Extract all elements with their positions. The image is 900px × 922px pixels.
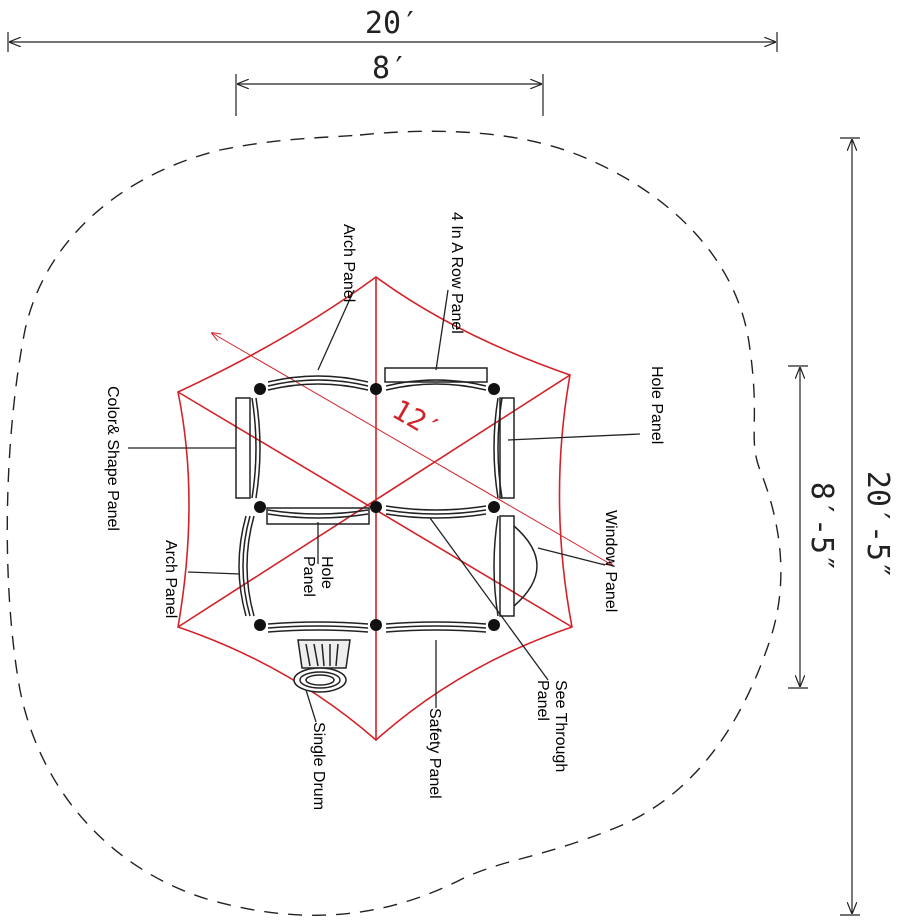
dimension-overall-width (7, 32, 778, 52)
hole-panel-right (493, 397, 515, 499)
label-see-through-panel: See Through Panel (534, 680, 569, 772)
four-in-a-row-panel (384, 367, 488, 391)
post (254, 501, 266, 513)
post (254, 619, 266, 631)
svg-text:See Through: See Through (552, 680, 569, 772)
post (254, 383, 266, 395)
label-window-panel: Window Panel (602, 510, 619, 612)
label-arch-panel-top: Arch Panel (340, 224, 357, 302)
label-color-shape-panel: Color& Shape Panel (104, 386, 121, 531)
label-four-in-a-row-panel: 4 In A Row Panel (448, 212, 465, 334)
component-labels: Arch Panel 4 In A Row Panel Hole Panel C… (104, 212, 665, 810)
post (488, 619, 500, 631)
posts (254, 383, 500, 631)
panels (235, 367, 538, 633)
label-safety-panel: Safety Panel (426, 708, 443, 799)
label-single-drum: Single Drum (310, 722, 327, 810)
single-drum-deck-panel (267, 621, 369, 633)
svg-text:Panel: Panel (534, 680, 551, 721)
shade-canopy (177, 276, 612, 742)
svg-text:Hole: Hole (318, 556, 335, 589)
hole-panel-center (266, 507, 370, 525)
post (370, 619, 382, 631)
label-arch-panel-left: Arch Panel (162, 540, 179, 618)
safety-panel (385, 621, 487, 633)
inner-width-label: 8′ (372, 51, 408, 86)
color-shape-panel (235, 397, 261, 499)
canopy-span-label: 12′ (387, 393, 447, 447)
window-panel (493, 515, 538, 617)
use-zone-boundary (6, 130, 782, 916)
overall-height-label: 20′-5″ (860, 471, 895, 579)
post (370, 383, 382, 395)
single-drum (293, 639, 351, 693)
post (488, 501, 500, 513)
post (370, 501, 382, 513)
label-hole-panel-center: Hole Panel (300, 556, 335, 597)
dimension-overall-height (840, 137, 860, 916)
post (488, 383, 500, 395)
arch-panel-top (267, 375, 369, 391)
dimension-inner-width (235, 74, 544, 116)
arch-panel-left (238, 515, 255, 617)
label-hole-panel-right: Hole Panel (648, 366, 665, 444)
svg-text:Panel: Panel (300, 556, 317, 597)
overall-width-label: 20′ (365, 6, 419, 41)
dimension-inner-height (788, 365, 808, 689)
see-through-panel (385, 505, 487, 519)
leader-lines (128, 289, 641, 723)
inner-height-label: 8′-5″ (804, 482, 839, 572)
